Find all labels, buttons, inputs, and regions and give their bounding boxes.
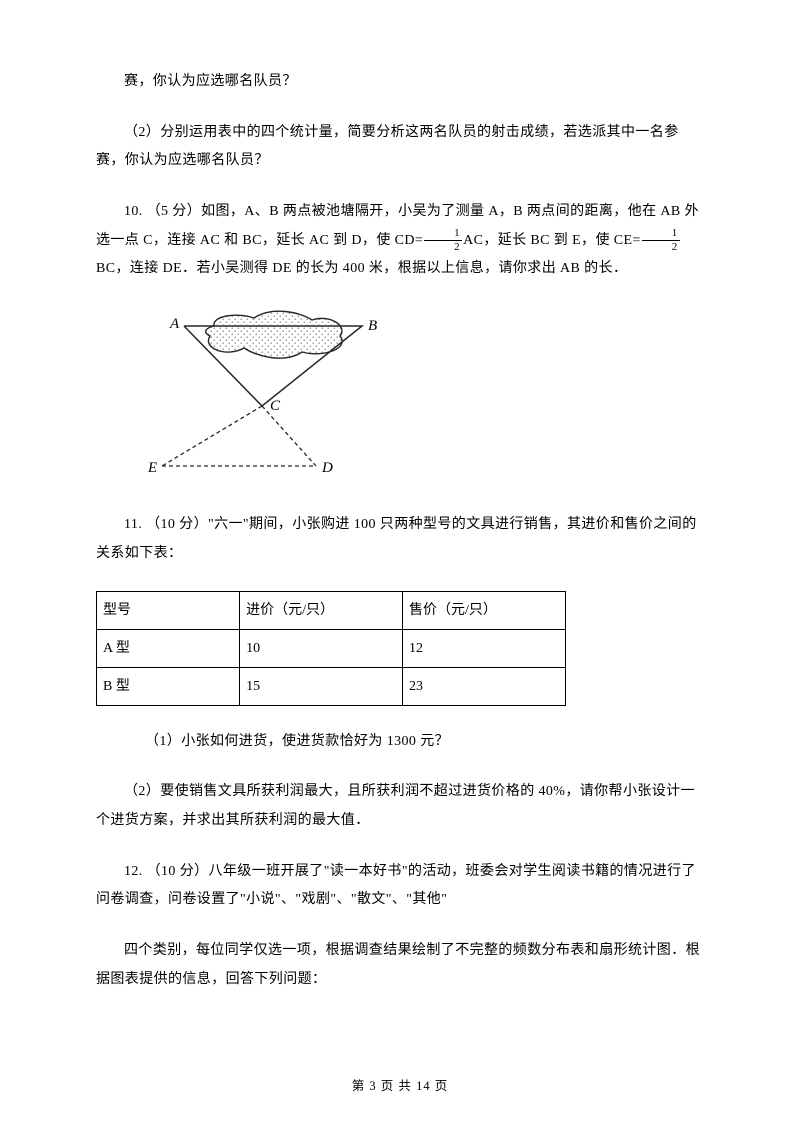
table-cell: 型号 [97, 591, 240, 629]
label-a: A [169, 316, 180, 332]
table-row: 型号 进价（元/只） 售价（元/只） [97, 591, 566, 629]
paragraph-q12b: 四个类别，每位同学仅选一项，根据调查结果绘制了不完整的频数分布表和扇形统计图．根… [96, 937, 704, 994]
frac-den: 2 [642, 241, 680, 253]
table-row: A 型 10 12 [97, 629, 566, 667]
table-cell: 进价（元/只） [240, 591, 403, 629]
table-cell: 23 [403, 667, 566, 705]
table-cell: A 型 [97, 629, 240, 667]
frac-den: 2 [424, 241, 462, 253]
table-cell: 15 [240, 667, 403, 705]
text: BC，连接 DE．若小吴测得 DE 的长为 400 米，根据以上信息，请你求出 … [96, 261, 627, 276]
table-cell: 售价（元/只） [403, 591, 566, 629]
paragraph-q9-2: （2）分别运用表中的四个统计量，简要分析这两名队员的射击成绩，若选派其中一名参赛… [96, 119, 704, 176]
figure-pond: A B C D E [144, 306, 704, 493]
label-e: E [147, 460, 157, 476]
label-b: B [368, 318, 377, 334]
line-ce [162, 406, 262, 466]
footer-total: 14 [416, 1079, 431, 1093]
table-cell: B 型 [97, 667, 240, 705]
text: （1）小张如何进货，使进货款恰好为 1300 元？ [145, 734, 449, 749]
figure-svg: A B C D E [144, 306, 404, 486]
paragraph-q12a: 12. （10 分）八年级一班开展了"读一本好书"的活动，班委会对学生阅读书籍的… [96, 858, 704, 915]
table-row: B 型 15 23 [97, 667, 566, 705]
text: 四个类别，每位同学仅选一项，根据调查结果绘制了不完整的频数分布表和扇形统计图．根… [96, 943, 700, 987]
frac-num: 1 [642, 228, 680, 241]
text: （2）要使销售文具所获利润最大，且所获利润不超过进货价格的 40%，请你帮小张设… [96, 784, 695, 828]
page-footer: 第 3 页 共 14 页 [0, 1077, 800, 1096]
text: 赛，你认为应选哪名队员？ [124, 74, 297, 89]
paragraph-q11-2: （2）要使销售文具所获利润最大，且所获利润不超过进货价格的 40%，请你帮小张设… [96, 778, 704, 835]
paragraph-q10: 10. （5 分）如图，A、B 两点被池塘隔开，小吴为了测量 A，B 两点间的距… [96, 198, 704, 284]
paragraph-q11: 11. （10 分）"六一"期间，小张购进 100 只两种型号的文具进行销售，其… [96, 511, 704, 568]
label-c: C [270, 398, 281, 414]
label-d: D [321, 460, 333, 476]
footer-prefix: 第 [352, 1079, 370, 1093]
table-cell: 10 [240, 629, 403, 667]
frac-num: 1 [424, 228, 462, 241]
paragraph-q11-1: （1）小张如何进货，使进货款恰好为 1300 元？ [117, 728, 704, 757]
footer-suffix: 页 [431, 1079, 449, 1093]
footer-page: 3 [369, 1079, 376, 1093]
fraction-half-1: 12 [424, 228, 462, 253]
table-price: 型号 进价（元/只） 售价（元/只） A 型 10 12 B 型 15 23 [96, 591, 566, 706]
text: AC，延长 BC 到 E，使 CE= [463, 233, 641, 248]
table-cell: 12 [403, 629, 566, 667]
page: 赛，你认为应选哪名队员？ （2）分别运用表中的四个统计量，简要分析这两名队员的射… [0, 0, 800, 1132]
footer-mid: 页 共 [377, 1079, 416, 1093]
pond-shape [206, 311, 343, 358]
line-cd [262, 406, 316, 466]
text: 12. （10 分）八年级一班开展了"读一本好书"的活动，班委会对学生阅读书籍的… [96, 864, 696, 908]
paragraph-cont: 赛，你认为应选哪名队员？ [96, 68, 704, 97]
fraction-half-2: 12 [642, 228, 680, 253]
text: 11. （10 分）"六一"期间，小张购进 100 只两种型号的文具进行销售，其… [96, 517, 697, 561]
text: （2）分别运用表中的四个统计量，简要分析这两名队员的射击成绩，若选派其中一名参赛… [96, 125, 679, 169]
